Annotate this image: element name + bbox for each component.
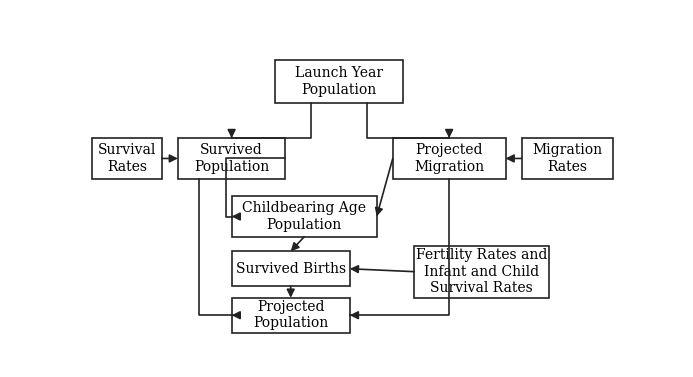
FancyBboxPatch shape (231, 251, 350, 286)
FancyBboxPatch shape (522, 138, 613, 179)
Text: Projected
Migration: Projected Migration (414, 143, 484, 173)
Text: Fertility Rates and
Infant and Child
Survival Rates: Fertility Rates and Infant and Child Sur… (416, 248, 547, 295)
FancyBboxPatch shape (393, 138, 506, 179)
Text: Survived
Population: Survived Population (194, 143, 270, 173)
FancyBboxPatch shape (231, 298, 350, 333)
FancyBboxPatch shape (178, 138, 286, 179)
Text: Projected
Population: Projected Population (253, 300, 328, 330)
Text: Childbearing Age
Population: Childbearing Age Population (242, 201, 366, 231)
FancyBboxPatch shape (92, 138, 162, 179)
FancyBboxPatch shape (231, 196, 377, 237)
Text: Survived Births: Survived Births (236, 262, 346, 276)
FancyBboxPatch shape (274, 60, 403, 103)
Text: Launch Year
Population: Launch Year Population (295, 66, 383, 97)
FancyBboxPatch shape (414, 245, 549, 298)
Text: Migration
Rates: Migration Rates (532, 143, 602, 173)
Text: Survival
Rates: Survival Rates (98, 143, 156, 173)
